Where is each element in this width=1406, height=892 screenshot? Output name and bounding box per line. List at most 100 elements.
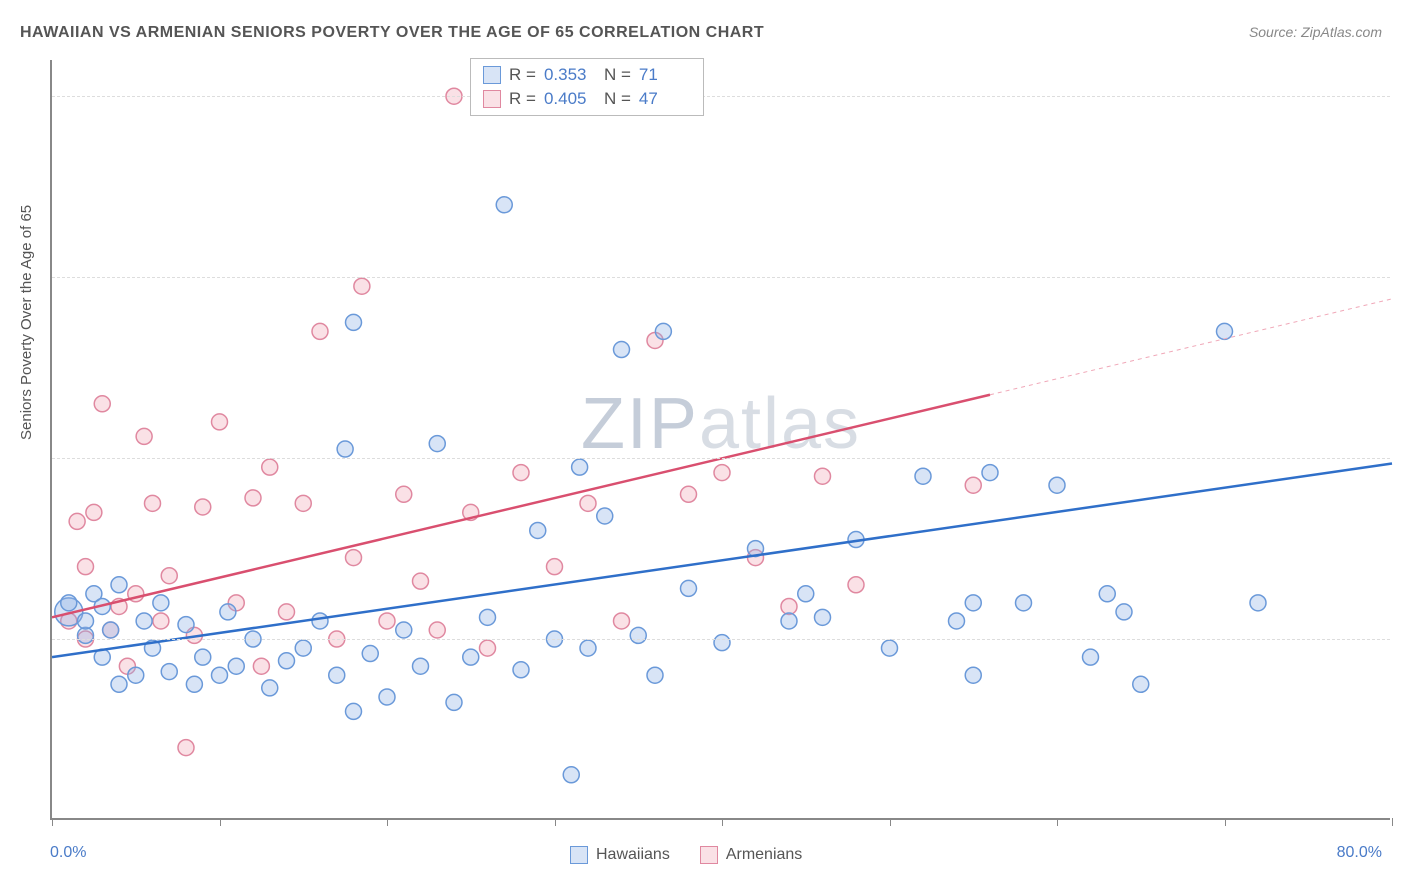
data-point <box>78 613 94 629</box>
data-point <box>337 441 353 457</box>
data-point <box>396 622 412 638</box>
gridline <box>52 639 1390 640</box>
legend: Hawaiians Armenians <box>570 846 802 864</box>
data-point <box>982 465 998 481</box>
r-label-1: R = <box>509 65 536 85</box>
data-point <box>580 495 596 511</box>
data-point <box>1083 649 1099 665</box>
data-point <box>111 577 127 593</box>
data-point <box>195 499 211 515</box>
data-point <box>145 495 161 511</box>
data-point <box>480 640 496 656</box>
data-point <box>496 197 512 213</box>
gridline <box>52 458 1390 459</box>
data-point <box>111 676 127 692</box>
legend-item-series2: Armenians <box>700 846 802 864</box>
n-label-1: N = <box>604 65 631 85</box>
x-tick <box>52 818 53 826</box>
data-point <box>815 609 831 625</box>
data-point <box>312 613 328 629</box>
data-point <box>681 580 697 596</box>
data-point <box>1099 586 1115 602</box>
n-value-1: 71 <box>639 65 691 85</box>
data-point <box>346 703 362 719</box>
data-point <box>949 613 965 629</box>
x-tick <box>1225 818 1226 826</box>
data-point <box>1133 676 1149 692</box>
data-point <box>513 465 529 481</box>
data-point <box>161 568 177 584</box>
chart-title: HAWAIIAN VS ARMENIAN SENIORS POVERTY OVE… <box>20 24 764 42</box>
data-point <box>362 646 378 662</box>
correlation-stats-box: R = 0.353 N = 71 R = 0.405 N = 47 <box>470 58 704 116</box>
data-point <box>279 604 295 620</box>
data-point <box>128 667 144 683</box>
data-point <box>647 667 663 683</box>
n-label-2: N = <box>604 89 631 109</box>
x-tick <box>555 818 556 826</box>
y-axis-label: Seniors Poverty Over the Age of 65 <box>18 205 35 440</box>
x-tick <box>220 818 221 826</box>
data-point <box>965 595 981 611</box>
data-point <box>262 459 278 475</box>
x-tick <box>890 818 891 826</box>
x-axis-max-label: 80.0% <box>1337 844 1382 862</box>
data-point <box>354 278 370 294</box>
data-point <box>228 658 244 674</box>
chart-container: HAWAIIAN VS ARMENIAN SENIORS POVERTY OVE… <box>0 0 1406 892</box>
data-point <box>153 595 169 611</box>
data-point <box>815 468 831 484</box>
data-point <box>212 667 228 683</box>
scatter-plot-svg <box>52 60 1390 818</box>
data-point <box>195 649 211 665</box>
legend-label-1: Hawaiians <box>596 846 670 864</box>
data-point <box>463 649 479 665</box>
data-point <box>329 667 345 683</box>
legend-swatch-1 <box>570 846 588 864</box>
data-point <box>279 653 295 669</box>
data-point <box>798 586 814 602</box>
data-point <box>295 495 311 511</box>
data-point <box>563 767 579 783</box>
data-point <box>86 504 102 520</box>
data-point <box>597 508 613 524</box>
data-point <box>413 658 429 674</box>
data-point <box>681 486 697 502</box>
x-tick <box>387 818 388 826</box>
data-point <box>312 323 328 339</box>
data-point <box>781 613 797 629</box>
data-point <box>655 323 671 339</box>
data-point <box>161 664 177 680</box>
x-tick <box>1392 818 1393 826</box>
data-point <box>446 694 462 710</box>
data-point <box>413 573 429 589</box>
data-point <box>614 613 630 629</box>
data-point <box>614 342 630 358</box>
r-label-2: R = <box>509 89 536 109</box>
r-value-1: 0.353 <box>544 65 596 85</box>
n-value-2: 47 <box>639 89 691 109</box>
data-point <box>346 550 362 566</box>
data-point <box>429 622 445 638</box>
r-value-2: 0.405 <box>544 89 596 109</box>
stats-row-series2: R = 0.405 N = 47 <box>483 87 691 111</box>
data-point <box>480 609 496 625</box>
data-point <box>1217 323 1233 339</box>
legend-item-series1: Hawaiians <box>570 846 670 864</box>
data-point <box>848 577 864 593</box>
data-point <box>1016 595 1032 611</box>
data-point <box>153 613 169 629</box>
data-point <box>781 598 797 614</box>
data-point <box>103 622 119 638</box>
data-point <box>630 627 646 643</box>
data-point <box>136 613 152 629</box>
x-axis-min-label: 0.0% <box>50 844 86 862</box>
data-point <box>262 680 278 696</box>
data-point <box>714 635 730 651</box>
data-point <box>178 617 194 633</box>
data-point <box>379 689 395 705</box>
data-point <box>1250 595 1266 611</box>
data-point <box>245 490 261 506</box>
gridline <box>52 277 1390 278</box>
x-tick <box>1057 818 1058 826</box>
